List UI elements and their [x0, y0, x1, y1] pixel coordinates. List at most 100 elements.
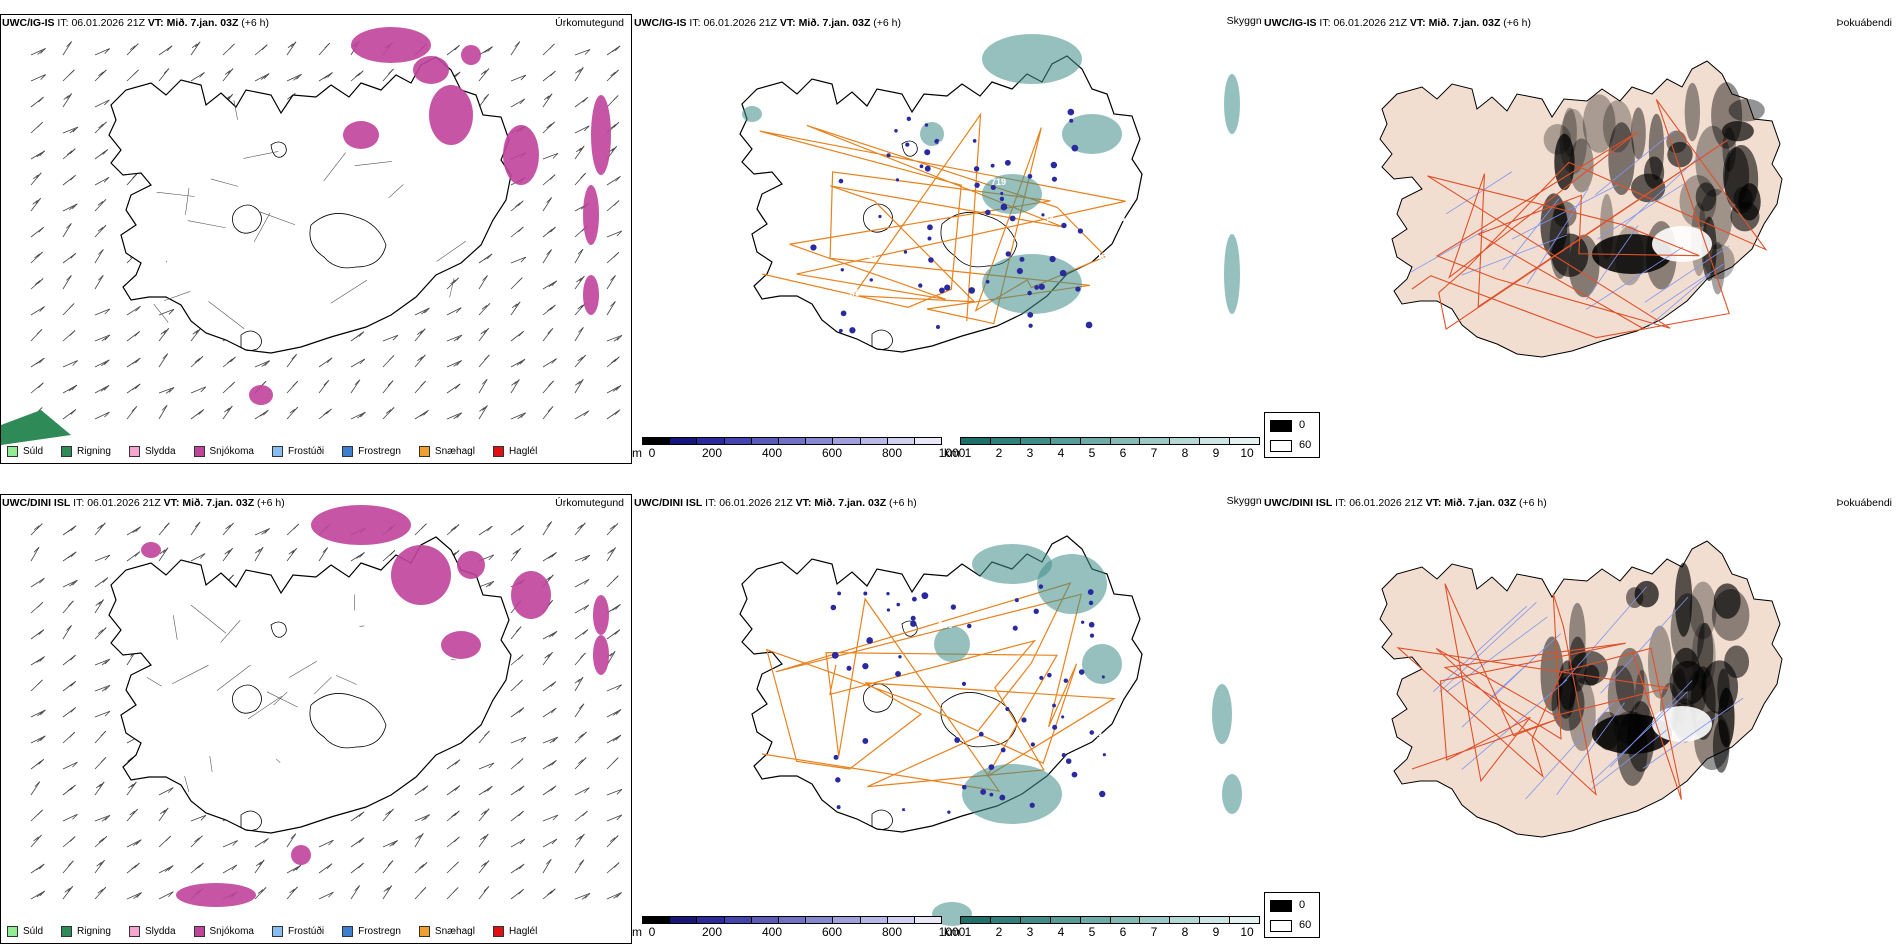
colorbar-cell [697, 438, 725, 444]
colorbar-cell [860, 917, 888, 923]
rivers [1432, 586, 1744, 800]
legend-item-1: Rigning [61, 445, 111, 457]
cloud-base-label: 16 [1115, 213, 1125, 223]
colorbar-tick-label: 600 [821, 925, 843, 939]
cloud-base-label: 69 [1044, 694, 1054, 704]
legend-label: Frostúði [287, 445, 325, 457]
visibility-panel-top: 825 378 53 719 54 139 49 125 409 138 172 16 27 [632, 14, 1264, 464]
cloud-base-label: 378 [885, 103, 900, 113]
colorbar-tick-label: 200 [701, 446, 723, 460]
cloud-base-label: 139 [1097, 251, 1112, 261]
legend-item-4: Frostúði [271, 445, 325, 457]
colorbar-tick-label: 8 [1181, 446, 1189, 460]
legend-item-5: Frostregn [342, 925, 401, 937]
cloud-base-label: 30 [1097, 731, 1107, 741]
colorbar-cell [778, 917, 807, 923]
visibility-colorbar: km 1 2 3 4 5 6 7 8 9 10 [944, 437, 1260, 463]
colorbar-cell [697, 917, 725, 923]
colorbar-tick-label: 0 [648, 925, 656, 939]
colorbar-tick-label: 0 [648, 446, 656, 460]
cloud-base-cells [642, 916, 942, 924]
colorbar-cell [806, 917, 834, 923]
legend-swatch [271, 925, 283, 937]
cloud-base-label: 317 [903, 805, 918, 815]
colorbar-tick-label: 400 [761, 925, 783, 939]
colorbar-tick-label: 1 [964, 446, 972, 460]
legend-label: Slydda [144, 445, 176, 457]
colorbar-cell [643, 917, 671, 923]
legend-swatch [7, 445, 18, 457]
colorbar-tick-label: 2 [995, 446, 1003, 460]
colorbar-cell [914, 917, 942, 923]
legend-item-3: Snjókoma [193, 925, 254, 937]
colorbar-tick-label: 600 [821, 446, 843, 460]
colorbar-cell [1110, 438, 1141, 444]
cloud-base-colorbar: m 0 200 400 600 800 1000 [632, 437, 965, 463]
legend-label: Frostúði [287, 925, 325, 937]
legend-swatch [418, 925, 430, 937]
legend-swatch [342, 445, 354, 457]
cloud-base-label: 719 [991, 177, 1006, 187]
visibility-colorbar: km 1 2 3 4 5 6 7 8 9 10 [944, 916, 1260, 942]
visibility-map: 825 378 53 719 54 139 49 125 409 138 172 16 27 [739, 34, 1240, 353]
cloud-base-label: 125 [903, 325, 918, 335]
legend-label: Slydda [144, 925, 176, 937]
cloud-base-cells [642, 437, 942, 445]
colorbar-cell [833, 917, 861, 923]
colorbar-tick-label: 1000 [938, 925, 966, 939]
cloud-base-label: 54 [1044, 214, 1054, 224]
colorbar-cell [1200, 917, 1231, 923]
colorbar-tick-label: 8 [1181, 925, 1189, 939]
precip-type-panel-bottom: Súld Rigning Slydda Snjókoma Frostúði Frostre… [0, 494, 632, 944]
colorbar-tick-label: 5 [1088, 446, 1096, 460]
visibility-map: 20 74 689 26 69 30 18 317 19 [739, 535, 1242, 926]
colorbar-cell [860, 438, 888, 444]
colorbar-cell [1080, 917, 1111, 923]
colorbar-cell [670, 438, 698, 444]
legend-item-5: Frostregn [342, 445, 401, 457]
legend-item-7: Haglél [492, 925, 537, 937]
cloud-base-label: 689 [938, 620, 953, 630]
colorbar-cell [1080, 438, 1111, 444]
legend-label: Snæhagl [434, 925, 475, 937]
cloud-base-label: 172 [1062, 176, 1077, 186]
colorbar-cell [806, 438, 834, 444]
fog-index-field [1540, 562, 1750, 786]
cloud-base-colorbar: m 0 200 400 600 800 1000 [632, 916, 965, 942]
visibility-panel-bottom: 20 74 689 26 69 30 18 317 19 [632, 494, 1264, 944]
low-visibility-areas [742, 34, 1240, 314]
colorbar-tick-label: 4 [1057, 925, 1065, 939]
colorbar-tick-label: 800 [881, 925, 903, 939]
colorbar-tick-label: 2 [995, 925, 1003, 939]
colorbar-cell [1020, 438, 1051, 444]
legend-item-6: Snæhagl [418, 445, 475, 457]
cloud-base-label: 18 [850, 768, 860, 778]
cloud-base-labels: 825 378 53 719 54 139 49 125 409 138 172 16 27 [832, 66, 1125, 335]
legend-item-7: Haglél [492, 445, 537, 457]
iceland-outline [739, 535, 1143, 833]
fog-white-swatch [1270, 440, 1292, 452]
colorbar-cell [1200, 438, 1231, 444]
snowfall-areas [249, 27, 611, 405]
legend-label: Rigning [77, 925, 111, 937]
cloud-base-label: 19 [956, 582, 966, 592]
low-cloud-base-areas [810, 108, 1093, 334]
colorbar-tick-label: 9 [1212, 446, 1220, 460]
colorbar-tick-label: 9 [1212, 925, 1220, 939]
cloud-base-label: 49 [850, 288, 860, 298]
fog-index-panel-top [1262, 14, 1898, 464]
legend-label: Snæhagl [434, 445, 475, 457]
legend-label: Súld [23, 445, 44, 457]
colorbar-cell [643, 438, 671, 444]
legend-item-6: Snæhagl [418, 925, 475, 937]
colorbar-cell [990, 438, 1021, 444]
colorbar-tick-label: 1000 [938, 446, 966, 460]
iceland-outline [108, 56, 512, 354]
legend-swatch [342, 925, 354, 937]
cloud-base-label: 20 [832, 546, 842, 556]
colorbar-cell [961, 438, 991, 444]
colorbar-tick-label: 7 [1150, 446, 1158, 460]
legend-swatch [128, 925, 140, 937]
colorbar-tick-label: 7 [1150, 925, 1158, 939]
legend-swatch [7, 925, 18, 937]
